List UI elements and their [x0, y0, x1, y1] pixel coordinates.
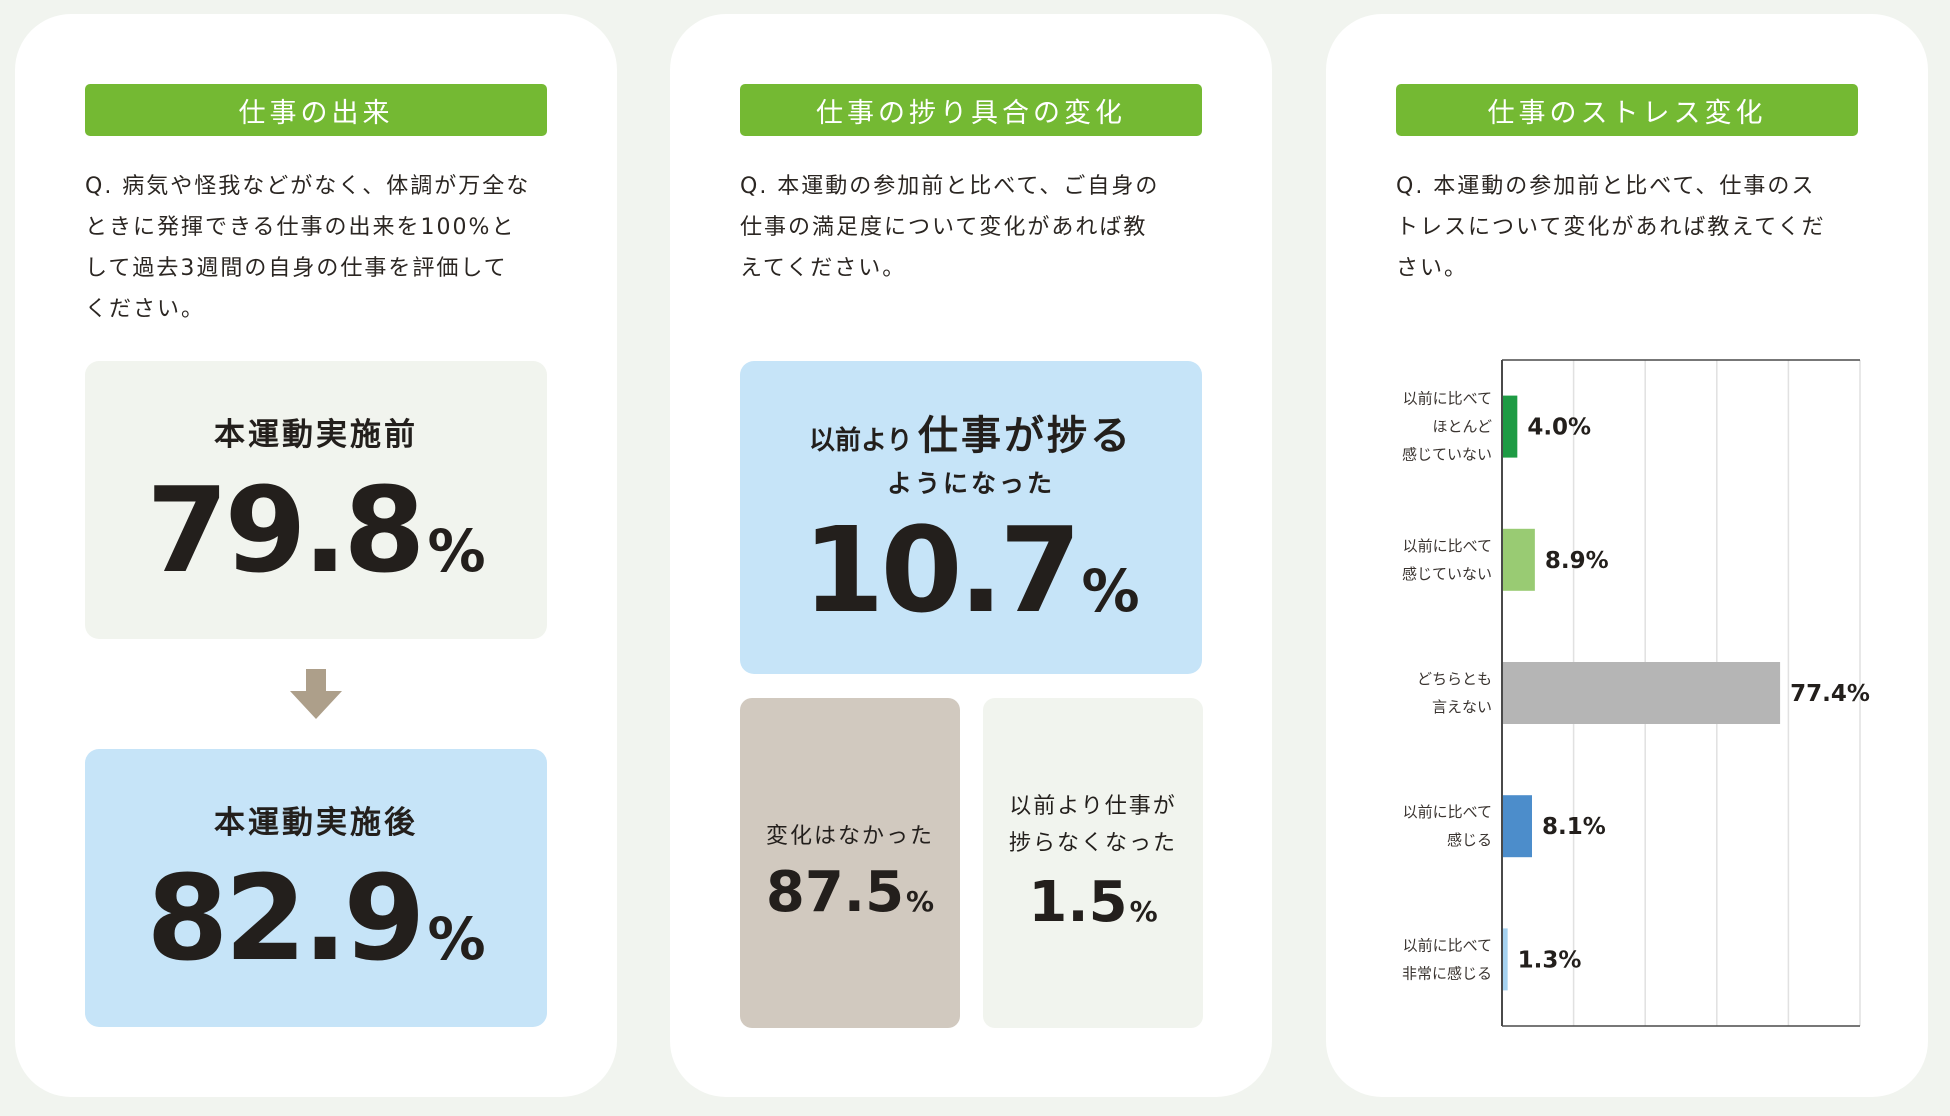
work-progress-card: 仕事の捗り具合の変化 Q. 本運動の参加前と比べて、ご自身の 仕事の満足度につい…: [670, 14, 1272, 1097]
category-label: 感じる: [1447, 831, 1492, 849]
question-text: Q. 本運動の参加前と比べて、仕事のス トレスについて変化があれば教えてくだ さ…: [1396, 174, 1826, 281]
progress-improved-box: 以前より 仕事が捗る ようになった 10.7%: [740, 361, 1202, 674]
percent-unit: %: [1081, 557, 1140, 625]
value-label: 8.1%: [1542, 814, 1606, 840]
bar: [1503, 395, 1518, 458]
bar: [1503, 928, 1508, 991]
less-progress-box: 以前より仕事が 捗らなくなった 1.5%: [983, 698, 1203, 1028]
question-text: Q. 本運動の参加前と比べて、ご自身の 仕事の満足度について変化があれば教 えて…: [740, 174, 1160, 281]
after-box: 本運動実施後 82.9%: [85, 749, 547, 1027]
value-label: 1.3%: [1518, 947, 1582, 973]
no-change-label: 変化はなかった: [765, 824, 934, 849]
no-change-box: 変化はなかった 87.5%: [740, 698, 960, 1028]
bar: [1503, 528, 1535, 591]
card-title: 仕事の捗り具合の変化: [740, 84, 1202, 136]
progress-label-small: 以前より: [808, 426, 913, 456]
less-progress-value: 1.5: [1028, 870, 1128, 935]
work-performance-card: 仕事の出来 Q. 病気や怪我などがなく、体調が万全な ときに発揮できる仕事の出来…: [15, 14, 617, 1097]
category-label: ほとんど: [1432, 418, 1492, 436]
stress-bar-chart: 4.0%以前に比べてほとんど感じていない8.9%以前に比べて感じていない77.4…: [1402, 359, 1870, 1027]
category-label: 言えない: [1432, 698, 1492, 716]
card-title: 仕事の出来: [85, 84, 547, 136]
question-text: Q. 病気や怪我などがなく、体調が万全な ときに発揮できる仕事の出来を100%と…: [85, 174, 531, 322]
percent-unit: %: [1129, 895, 1158, 928]
before-box: 本運動実施前 79.8%: [85, 361, 547, 639]
work-stress-card: 仕事のストレス変化 Q. 本運動の参加前と比べて、仕事のス トレスについて変化が…: [1326, 14, 1928, 1097]
value-label: 77.4%: [1790, 681, 1870, 707]
category-label: 以前に比べて: [1403, 390, 1492, 408]
category-label: 感じていない: [1402, 446, 1492, 464]
before-label: 本運動実施前: [214, 417, 418, 453]
progress-value: 10.7: [802, 501, 1081, 639]
card-title: 仕事のストレス変化: [1396, 84, 1858, 136]
category-label: 以前に比べて: [1403, 537, 1492, 555]
percent-unit: %: [427, 905, 486, 973]
value-label: 4.0%: [1527, 415, 1591, 441]
category-label: 以前に比べて: [1403, 803, 1492, 821]
value-label: 8.9%: [1545, 548, 1609, 574]
percent-unit: %: [906, 885, 935, 918]
bar: [1503, 662, 1781, 724]
arrow-down-icon: [290, 669, 342, 719]
percent-unit: %: [427, 517, 486, 585]
progress-label-line2: ようになった: [886, 469, 1055, 498]
after-label: 本運動実施後: [214, 805, 418, 841]
after-value: 82.9: [146, 849, 425, 987]
bar: [1503, 795, 1532, 858]
category-label: 感じていない: [1402, 565, 1492, 583]
category-label: 以前に比べて: [1403, 936, 1492, 954]
before-value: 79.8: [146, 461, 425, 599]
progress-label-large: 仕事が捗る: [918, 413, 1134, 459]
no-change-value: 87.5: [765, 860, 905, 925]
category-label: 非常に感じる: [1402, 964, 1492, 982]
category-label: どちらとも: [1417, 670, 1492, 688]
less-progress-label: 以前より仕事が 捗らなくなった: [1008, 794, 1177, 856]
